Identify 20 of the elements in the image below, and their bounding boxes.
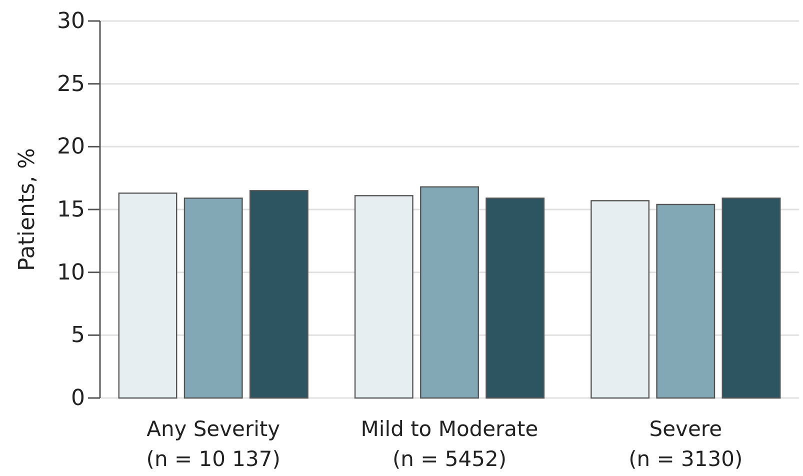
x-tick-label: Any Severity (n = 10 137) bbox=[146, 417, 280, 471]
y-tick-label: 20 bbox=[57, 134, 85, 160]
bar bbox=[656, 204, 716, 399]
y-tick-label: 30 bbox=[57, 9, 85, 34]
y-axis-title: Patients, % bbox=[15, 148, 40, 271]
bar bbox=[420, 186, 479, 399]
y-tick-label: 15 bbox=[57, 198, 85, 223]
bar bbox=[590, 200, 650, 399]
y-tick-label: 0 bbox=[71, 386, 85, 412]
bar bbox=[722, 198, 781, 399]
bar bbox=[249, 190, 308, 399]
bar bbox=[184, 198, 243, 399]
y-tick-label: 25 bbox=[57, 72, 85, 97]
bar bbox=[354, 195, 414, 399]
x-tick-label: Severe (n = 3130) bbox=[628, 417, 743, 471]
x-tick-label: Mild to Moderate (n = 5452) bbox=[360, 417, 538, 471]
y-tick-label: 5 bbox=[71, 323, 85, 348]
bar bbox=[486, 198, 545, 399]
y-tick-label: 10 bbox=[57, 260, 85, 286]
bar bbox=[118, 192, 178, 399]
